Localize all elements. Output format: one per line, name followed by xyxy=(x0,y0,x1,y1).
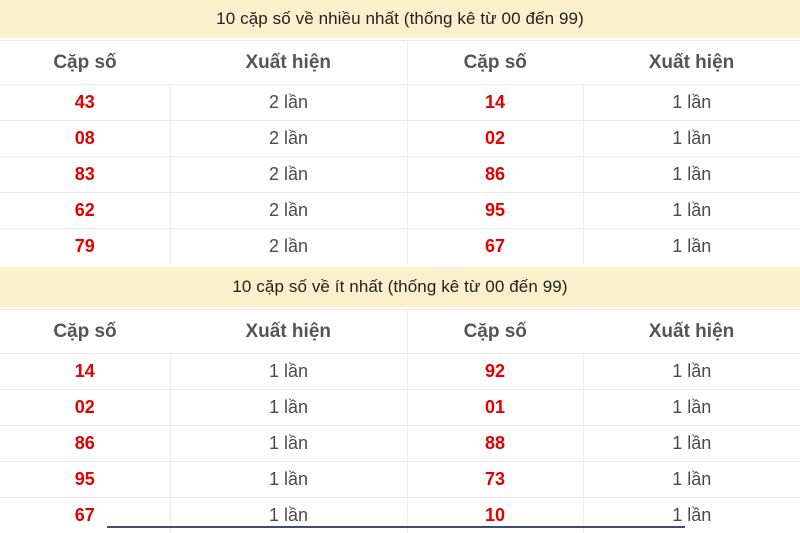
occurrence-count-cell: 1 lần xyxy=(583,157,800,193)
pair-number-cell: 86 xyxy=(407,157,583,193)
occurrence-count-cell: 1 lần xyxy=(583,390,800,426)
pair-number-cell: 14 xyxy=(0,354,170,390)
occurrence-count-cell: 1 lần xyxy=(583,426,800,462)
occurrence-count-cell: 1 lần xyxy=(583,229,800,265)
pair-number-cell: 08 xyxy=(0,121,170,157)
occurrence-count-cell: 2 lần xyxy=(170,85,407,121)
occurrence-count-cell: 2 lần xyxy=(170,193,407,229)
occurrence-count-cell: 1 lần xyxy=(170,354,407,390)
pair-number-cell: 95 xyxy=(0,462,170,498)
occurrence-count-cell: 1 lần xyxy=(170,390,407,426)
occurrence-count-cell: 1 lần xyxy=(583,85,800,121)
section-title: 10 cặp số về nhiều nhất (thống kê từ 00 … xyxy=(0,0,800,38)
pair-number-cell: 73 xyxy=(407,462,583,498)
pair-number-cell: 79 xyxy=(0,229,170,265)
pair-column-header: Cặp số xyxy=(407,41,583,85)
pair-number-cell: 92 xyxy=(407,354,583,390)
occurrence-column-header: Xuất hiện xyxy=(170,310,407,354)
pair-column-header: Cặp số xyxy=(407,310,583,354)
pair-number-cell: 43 xyxy=(0,85,170,121)
occurrence-count-cell: 2 lần xyxy=(170,121,407,157)
occurrence-column-header: Xuất hiện xyxy=(583,41,800,85)
occurrence-count-cell: 2 lần xyxy=(170,229,407,265)
pair-number-cell: 02 xyxy=(407,121,583,157)
pair-number-cell: 88 xyxy=(407,426,583,462)
pair-number-cell: 67 xyxy=(407,229,583,265)
occurrence-count-cell: 1 lần xyxy=(583,121,800,157)
occurrence-count-cell: 1 lần xyxy=(583,462,800,498)
pair-number-cell: 02 xyxy=(0,390,170,426)
section-title: 10 cặp số về ít nhất (thống kê từ 00 đến… xyxy=(0,267,800,307)
pair-number-cell: 62 xyxy=(0,193,170,229)
pair-number-cell: 01 xyxy=(407,390,583,426)
pair-number-cell: 86 xyxy=(0,426,170,462)
pair-column-header: Cặp số xyxy=(0,41,170,85)
occurrence-count-cell: 1 lần xyxy=(170,426,407,462)
pair-number-cell: 95 xyxy=(407,193,583,229)
pair-number-cell: 83 xyxy=(0,157,170,193)
occurrence-count-cell: 1 lần xyxy=(583,354,800,390)
occurrence-count-cell: 1 lần xyxy=(170,462,407,498)
pair-number-cell: 14 xyxy=(407,85,583,121)
occurrence-column-header: Xuất hiện xyxy=(583,310,800,354)
occurrence-column-header: Xuất hiện xyxy=(170,41,407,85)
occurrence-count-cell: 2 lần xyxy=(170,157,407,193)
pair-column-header: Cặp số xyxy=(0,310,170,354)
occurrence-count-cell: 1 lần xyxy=(583,193,800,229)
